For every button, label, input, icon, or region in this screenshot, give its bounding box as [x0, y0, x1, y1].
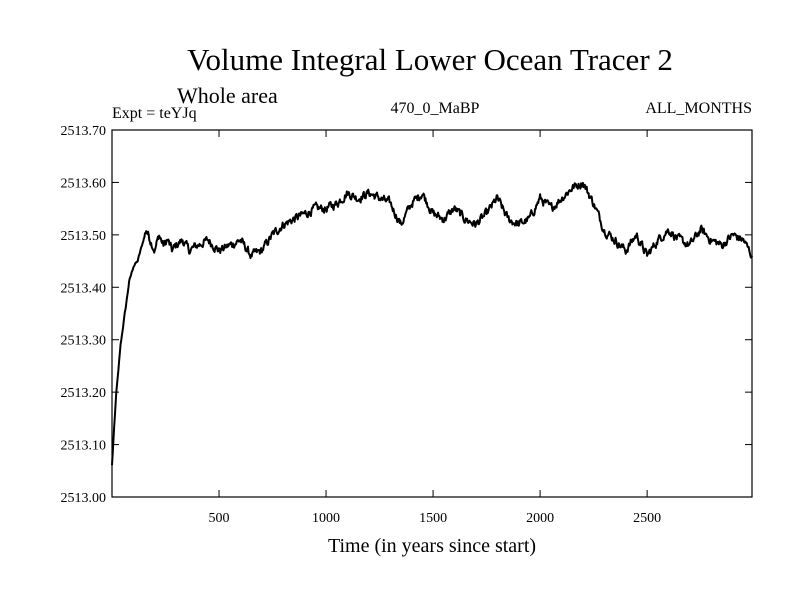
- x-tick-label: 2500: [633, 511, 661, 526]
- x-tick-label: 500: [209, 511, 230, 526]
- y-tick-label: 2513.30: [61, 334, 107, 349]
- y-tick-label: 2513.70: [61, 124, 107, 139]
- y-tick-label: 2513.20: [61, 386, 107, 401]
- experiment-label: Expt = teYJq: [112, 105, 197, 122]
- x-tick-label: 1500: [419, 511, 447, 526]
- x-tick-label: 1000: [312, 511, 340, 526]
- x-axis: 500 1000 1500 2000 2500: [209, 130, 661, 526]
- plot-frame: [111, 129, 753, 498]
- period-label: 470_0_MaBP: [391, 100, 480, 117]
- chart-title: Volume Integral Lower Ocean Tracer 2: [187, 42, 673, 77]
- chart-subtitle: Whole area: [177, 83, 278, 108]
- y-tick-label: 2513.50: [61, 229, 107, 244]
- y-tick-label: 2513.00: [61, 491, 107, 506]
- y-tick-label: 2513.60: [61, 176, 107, 191]
- series-line: [111, 181, 753, 466]
- x-axis-label: Time (in years since start): [328, 535, 536, 557]
- y-axis: 2513.00 2513.10 2513.20 2513.30 2513.40 2513.…: [61, 124, 752, 506]
- months-label: ALL_MONTHS: [645, 100, 752, 117]
- x-tick-label: 2000: [526, 511, 554, 526]
- y-tick-label: 2513.40: [61, 281, 107, 296]
- y-tick-label: 2513.10: [61, 439, 107, 454]
